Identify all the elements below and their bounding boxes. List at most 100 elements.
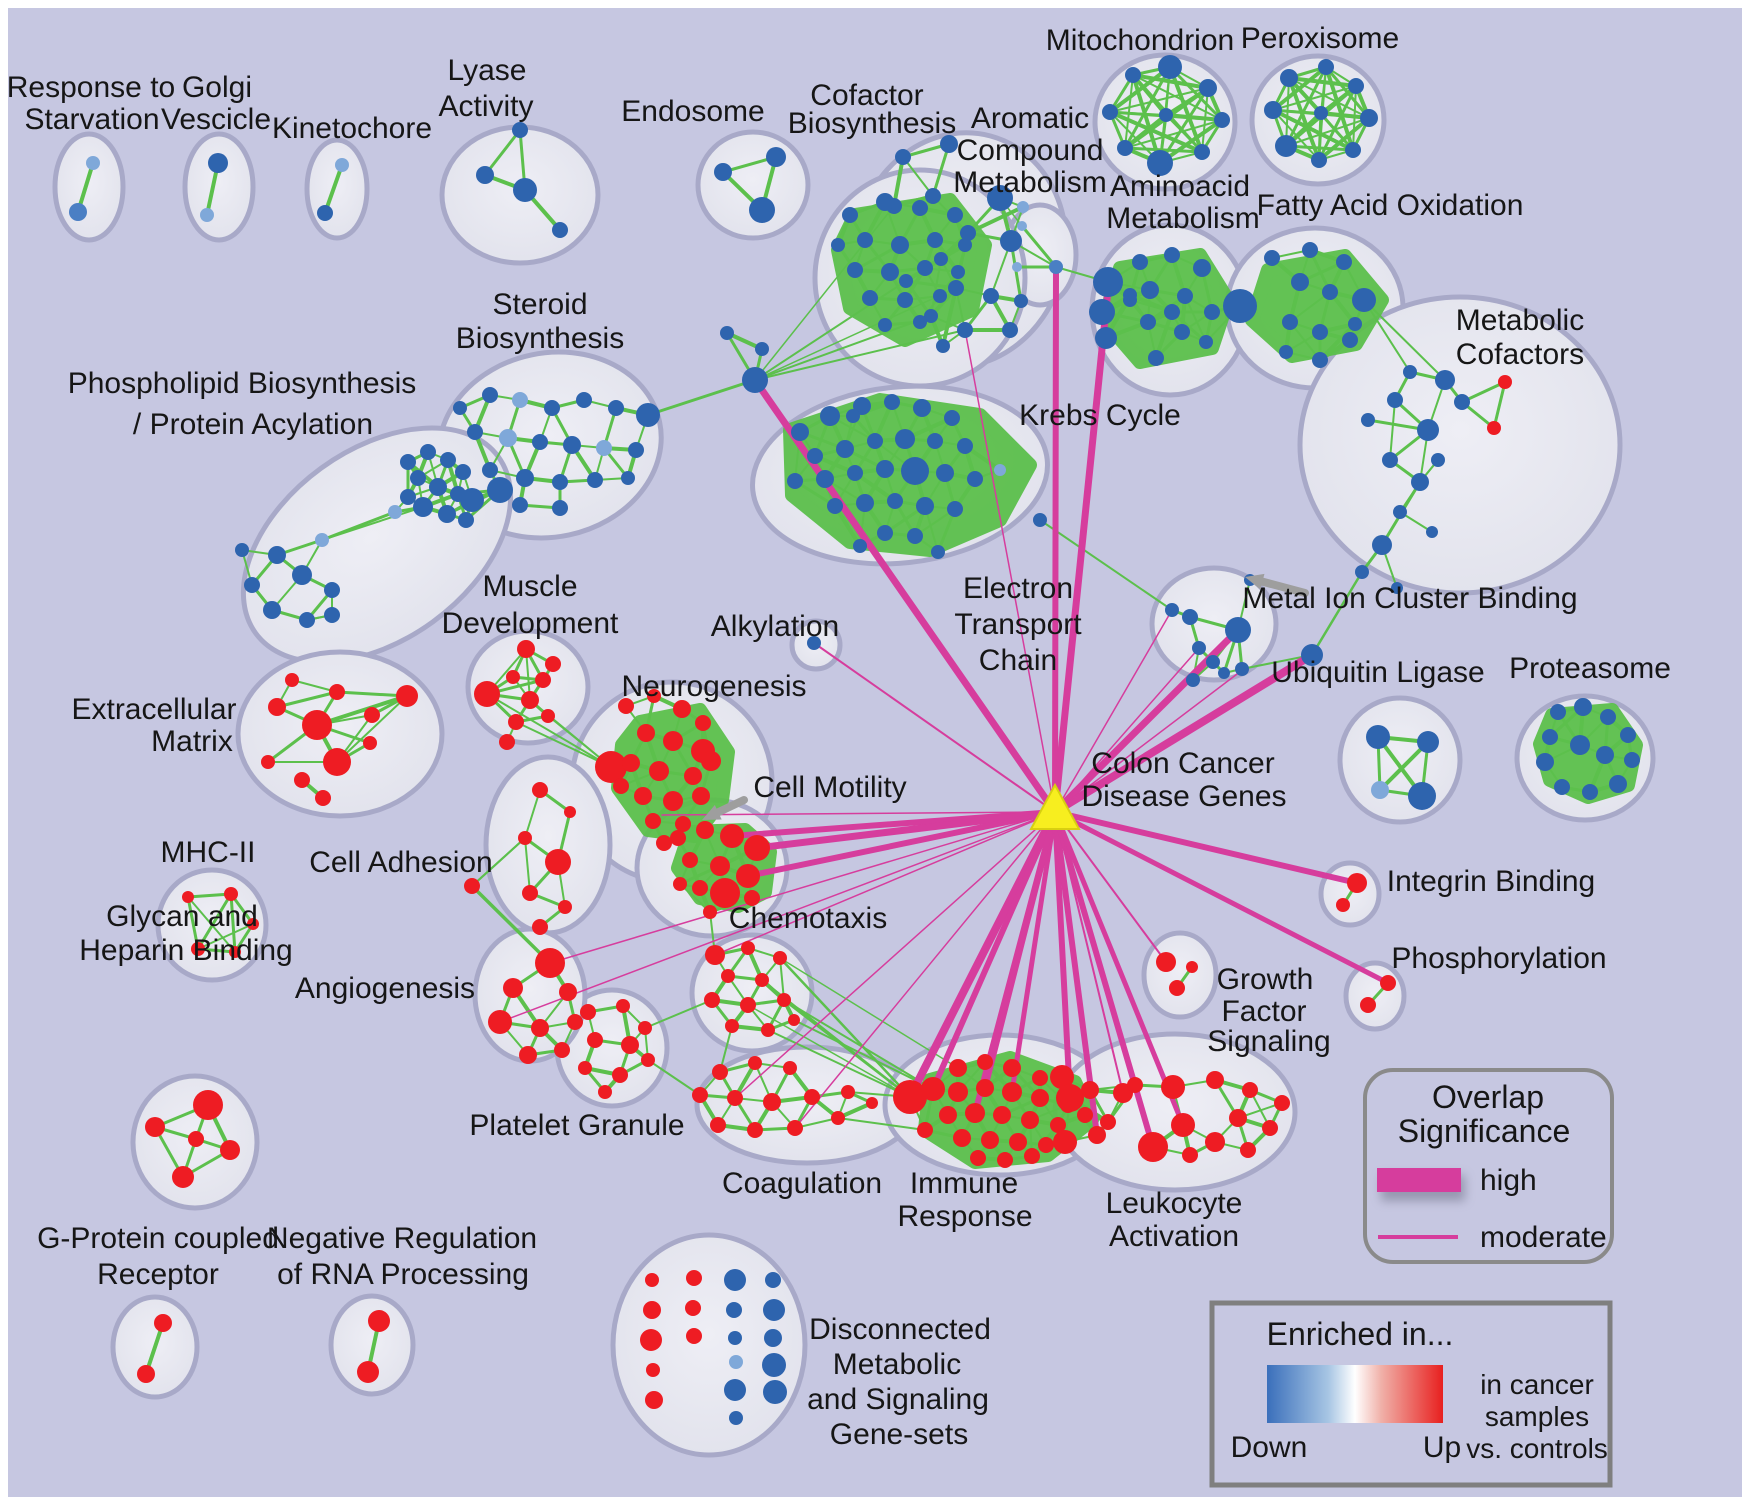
gene-set-node — [182, 891, 194, 903]
gene-set-node — [1352, 288, 1376, 312]
enrichment-edge — [524, 837, 531, 894]
enrichment-edge — [1271, 65, 1328, 112]
high-significance-swatch — [1377, 1168, 1461, 1192]
endosome-label: Endosome — [621, 95, 764, 128]
gene-set-node — [420, 444, 436, 460]
gene-set-node — [703, 905, 717, 919]
gene-set-node — [1182, 1147, 1198, 1163]
gene-set-node — [1264, 250, 1280, 266]
gene-set-node — [640, 1329, 662, 1351]
gene-set-node — [846, 409, 860, 423]
gene-set-node — [957, 322, 973, 338]
gene-set-node — [1312, 352, 1328, 368]
inter-cluster-edge — [471, 837, 526, 887]
gene-set-node — [744, 890, 760, 906]
gene-set-node — [440, 452, 456, 468]
negative-regulation-rna-label: of RNA Processing — [277, 1258, 529, 1291]
glycan-heparin-binding-label: Heparin Binding — [79, 934, 292, 967]
aromatic-compound-metabolism-label: Metabolism — [953, 166, 1106, 199]
gene-set-node — [1049, 260, 1063, 274]
gene-set-node — [244, 577, 260, 593]
gene-set-node — [1088, 1126, 1106, 1144]
gene-set-node — [503, 978, 523, 998]
gene-set-node — [532, 919, 548, 935]
gene-set-node — [208, 153, 228, 173]
enrichment-edge — [1020, 224, 1058, 269]
gene-set-node — [1372, 535, 1392, 555]
gene-set-node — [1002, 1082, 1022, 1102]
gene-set-node — [191, 942, 205, 956]
gene-set-node — [673, 877, 687, 891]
gene-set-node — [324, 607, 340, 623]
overlap-significance-legend: Overlap Significance high moderate — [1363, 1068, 1614, 1264]
gene-set-node — [948, 280, 964, 296]
g-protein-coupled-receptor-label: G-Protein coupled — [37, 1222, 279, 1255]
gene-set-node — [567, 1014, 583, 1030]
gene-set-node — [1205, 1132, 1225, 1152]
gene-set-node — [645, 1273, 659, 1287]
gene-set-node — [1100, 1114, 1116, 1130]
gene-set-node — [1021, 1111, 1039, 1129]
gene-set-node — [836, 440, 854, 458]
gene-set-node — [1454, 394, 1470, 410]
gene-set-node — [531, 1019, 549, 1037]
gene-set-node — [545, 656, 561, 672]
gene-set-node — [1596, 746, 1614, 764]
gene-set-node — [460, 488, 484, 512]
gene-set-node — [924, 309, 938, 323]
enrichment-edge — [483, 128, 522, 177]
gene-set-node — [847, 262, 863, 278]
gene-set-node — [1348, 317, 1362, 331]
gene-set-node — [877, 525, 893, 541]
gene-set-node — [1125, 67, 1141, 83]
gene-set-node — [235, 543, 249, 557]
gene-set-node — [997, 1152, 1013, 1168]
gene-set-node — [663, 791, 683, 811]
overlap-legend-box — [1363, 1068, 1614, 1264]
enrichment-edge — [1285, 117, 1370, 147]
gene-set-node — [154, 1314, 172, 1332]
gene-set-node — [1600, 709, 1616, 725]
gene-set-node — [1177, 288, 1193, 304]
gene-set-node — [458, 512, 474, 528]
gene-set-node — [400, 454, 416, 470]
gene-set-node — [748, 1056, 762, 1070]
enrichment-note-line3: vs. controls — [1466, 1433, 1608, 1464]
inter-cluster-edge — [754, 315, 932, 381]
enrichment-edge — [524, 789, 541, 839]
gene-set-node — [285, 673, 299, 687]
overlap-edges — [499, 264, 1391, 1150]
gene-set-node — [1199, 335, 1213, 349]
gene-set-node — [764, 1329, 782, 1347]
gene-set-node — [1171, 1113, 1195, 1137]
gene-set-node — [1582, 784, 1598, 800]
gene-set-node — [977, 1054, 993, 1070]
inter-cluster-edge — [767, 1029, 911, 1098]
gene-set-node — [1199, 79, 1217, 97]
enrichment-note-line2: samples — [1485, 1401, 1589, 1432]
gene-set-node — [1102, 104, 1118, 120]
gene-set-node — [783, 1061, 797, 1075]
gene-set-node — [616, 999, 630, 1013]
gene-set-node — [636, 403, 660, 427]
gene-set-node — [1031, 1089, 1049, 1107]
gene-set-node — [1426, 526, 1438, 538]
gene-set-node — [1302, 242, 1318, 258]
gene-set-node — [1262, 1120, 1278, 1136]
extracellular-matrix-label: Extracellular — [71, 693, 236, 726]
gene-set-node — [842, 207, 858, 223]
gene-set-node — [1164, 247, 1180, 263]
gene-set-node — [881, 263, 899, 281]
gene-set-node — [1159, 108, 1173, 122]
gene-set-node — [913, 315, 927, 329]
gene-set-node — [791, 423, 809, 441]
inter-cluster-edge — [837, 1117, 926, 1131]
gene-set-node — [1542, 729, 1558, 745]
inter-cluster-edge — [754, 329, 966, 381]
gene-set-node — [673, 700, 691, 718]
enrichment-edge — [1131, 73, 1210, 90]
gene-set-node — [857, 232, 873, 248]
inter-cluster-edge — [647, 1059, 701, 1096]
gene-set-node — [1336, 898, 1350, 912]
